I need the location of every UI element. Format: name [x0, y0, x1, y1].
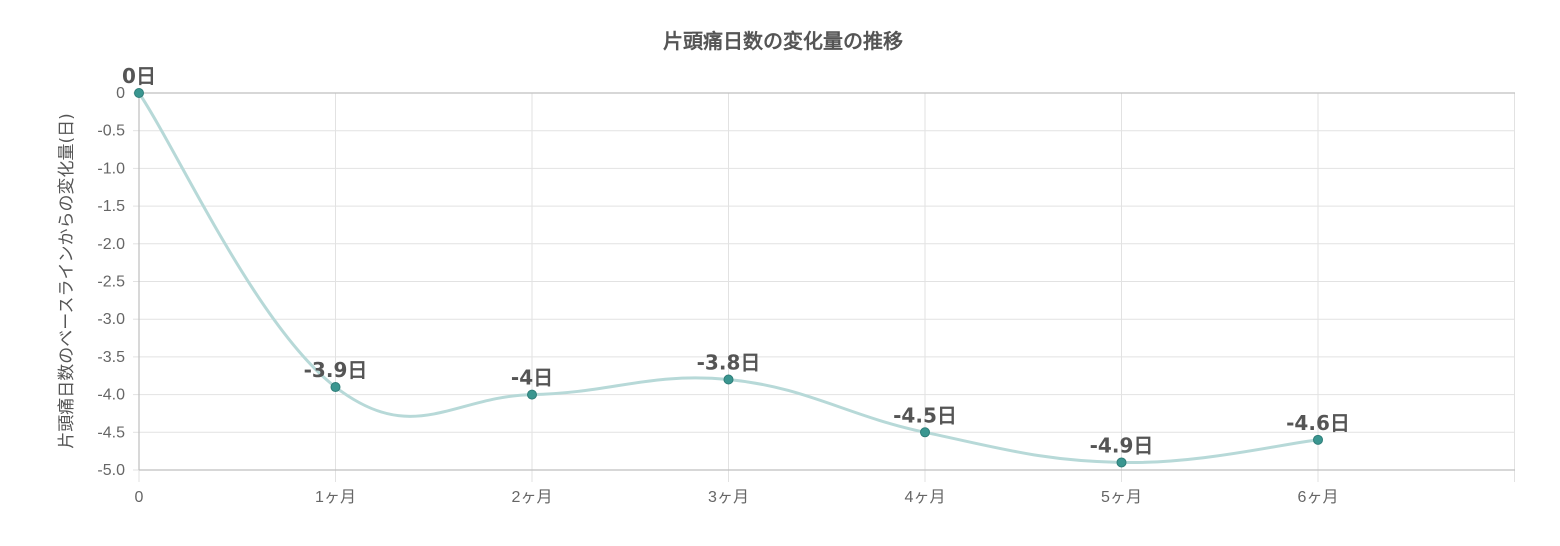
data-label: -4日: [511, 366, 553, 390]
data-label: -3.8日: [697, 351, 761, 375]
data-point: [920, 427, 930, 438]
data-point: [330, 382, 341, 393]
grid-lines: [133, 92, 1515, 482]
data-point: [1313, 434, 1323, 445]
data-point: [723, 374, 734, 385]
y-tick-label: -0.5: [97, 123, 125, 140]
x-tick-label: 1ヶ月: [315, 489, 356, 506]
y-axis-label: 片頭痛日数のベースラインからの変化量(日): [57, 113, 77, 448]
y-tick-label: -4.5: [97, 424, 125, 441]
x-tick-label: 2ヶ月: [512, 489, 553, 506]
x-tick-label: 4ヶ月: [905, 489, 946, 506]
data-point: [1116, 457, 1127, 468]
y-tick-label: -3.5: [97, 349, 125, 366]
chart-title: 片頭痛日数の変化量の推移: [663, 29, 903, 53]
data-labels: 0日 -3.9日 -4日 -3.8日 -4.5日 -4.9日 -4.6日: [122, 64, 1350, 457]
data-label: -4.6日: [1286, 411, 1350, 435]
x-tick-label: 3ヶ月: [708, 489, 749, 506]
data-label: -4.9日: [1090, 433, 1154, 457]
y-tick-label: -1.0: [97, 160, 125, 177]
y-tick-label: -3.0: [97, 311, 125, 328]
y-tick-label: -2.5: [97, 274, 125, 291]
y-tick-label: -5.0: [97, 462, 125, 479]
x-tick-label: 0: [135, 489, 144, 506]
data-points: [134, 88, 1323, 468]
y-tick-label: -2.0: [97, 236, 125, 253]
y-tick-label: -1.5: [97, 198, 125, 215]
y-tick-label: 0: [116, 85, 125, 102]
x-tick-label: 6ヶ月: [1298, 489, 1339, 506]
x-tick-label: 5ヶ月: [1101, 489, 1142, 506]
data-label: -4.5日: [893, 403, 957, 427]
data-label: -3.9日: [304, 358, 368, 382]
x-axis-ticks: 0 1ヶ月 2ヶ月 3ヶ月 4ヶ月 5ヶ月 6ヶ月: [135, 489, 1339, 506]
y-tick-label: -4.0: [97, 387, 125, 404]
data-point: [134, 88, 144, 98]
y-axis-ticks: 0 -0.5 -1.0 -1.5 -2.0 -2.5 -3.0 -3.5 -4.0 -4.5 -5.…: [97, 85, 125, 479]
data-point: [527, 389, 537, 400]
data-label: 0日: [122, 64, 156, 88]
